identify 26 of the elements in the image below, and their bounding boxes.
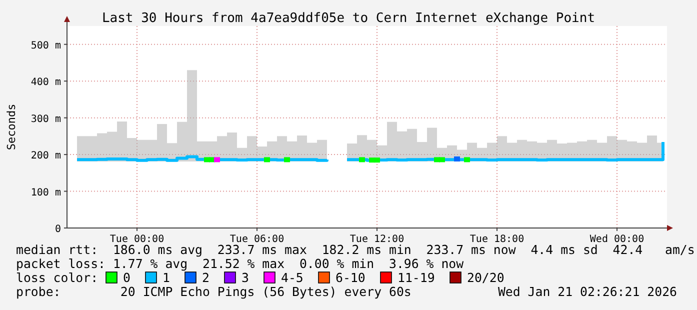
x-tick-label: Wed 00:00 [590,234,644,245]
y-tick-label: 0 [54,224,61,235]
legend-title: loss color: [16,270,98,285]
text: median rtt: 186.0 ms avg 233.7 ms max 182.2 ms min 233.7 ms now 4.4 ms sd 42.4 am/s [16,242,695,257]
x-tick-label: Tue 06:00 [230,234,284,245]
x-tick-label: Tue 00:00 [110,234,164,245]
text: packet loss: 1.77 % avg 21.52 % max 0.00 % min 3.96 % now [16,256,464,271]
text: Wed Jan 21 02:26:21 2026 [498,284,677,299]
x-tick-label: Tue 12:00 [350,234,404,245]
y-axis-title: Seconds [5,104,18,150]
legend-label: 2 [202,270,210,285]
legend-label: 0 [123,270,130,285]
y-tick-label: 100 m [30,187,61,198]
y-tick-label: 500 m [30,40,61,52]
legend-label: 20/20 [467,270,504,285]
y-tick-label: 200 m [30,150,61,162]
legend-label: 11-19 [398,270,435,285]
y-tick-label: 300 m [30,114,61,125]
chart-title: Last 30 Hours from 4a7ea9ddf05e to Cern Internet eXchange Point [102,11,596,26]
x-tick-label: Tue 18:00 [470,234,524,245]
legend-label: 4-5 [281,270,304,285]
legend-label: 6-10 [336,270,366,285]
text: probe: 20 ICMP Echo Pings (56 Bytes) every 60s [16,284,412,299]
legend-label: 3 [242,270,249,285]
legend-label: 1 [162,270,170,285]
y-tick-label: 400 m [30,77,61,88]
